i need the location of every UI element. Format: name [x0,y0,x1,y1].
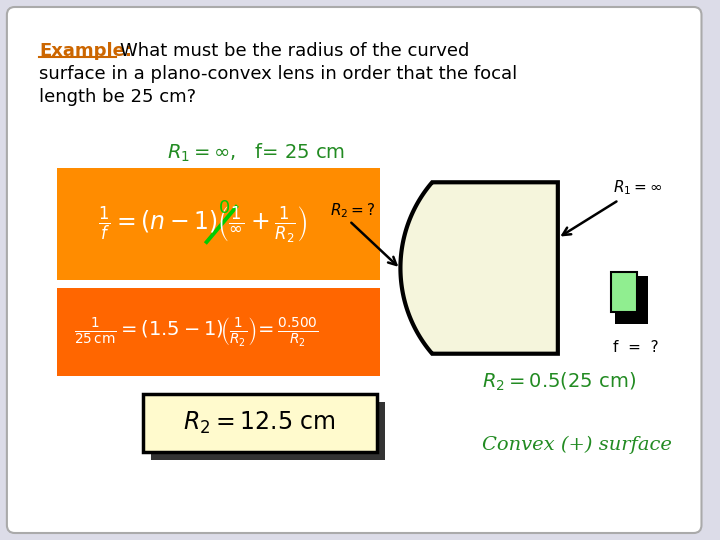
Text: f  =  ?: f = ? [613,340,659,355]
FancyBboxPatch shape [615,276,648,324]
Text: $R_2 = 12.5\ \mathrm{cm}$: $R_2 = 12.5\ \mathrm{cm}$ [184,410,336,436]
Text: $R_1 = \infty$,   f= 25 cm: $R_1 = \infty$, f= 25 cm [167,142,346,164]
Text: $\frac{1}{f} = (n-1)\left(\frac{1}{\infty}+\frac{1}{R_2}\right)$: $\frac{1}{f} = (n-1)\left(\frac{1}{\inft… [99,204,308,244]
Text: $0$: $0$ [218,199,230,217]
FancyBboxPatch shape [150,402,384,460]
Text: Example:: Example: [40,42,132,60]
Text: $R_2 = 0.5(25\ \mathrm{cm})$: $R_2 = 0.5(25\ \mathrm{cm})$ [482,371,636,393]
Text: $R_2=?$: $R_2=?$ [330,201,375,220]
Text: $R_1=\infty$: $R_1=\infty$ [613,179,662,197]
Text: length be 25 cm?: length be 25 cm? [40,88,197,106]
Text: What must be the radius of the curved: What must be the radius of the curved [120,42,469,60]
FancyBboxPatch shape [7,7,701,533]
Polygon shape [400,183,558,354]
FancyBboxPatch shape [57,168,379,280]
FancyBboxPatch shape [143,394,377,452]
Text: $\frac{1}{25\,\mathrm{cm}} = (1.5-1)\!\left(\frac{1}{R_2}\right)\! = \frac{0.500: $\frac{1}{25\,\mathrm{cm}} = (1.5-1)\!\l… [73,315,318,348]
Text: surface in a plano-convex lens in order that the focal: surface in a plano-convex lens in order … [40,65,518,83]
FancyBboxPatch shape [611,272,636,312]
Text: Convex (+) surface: Convex (+) surface [482,436,672,454]
FancyBboxPatch shape [57,288,379,376]
